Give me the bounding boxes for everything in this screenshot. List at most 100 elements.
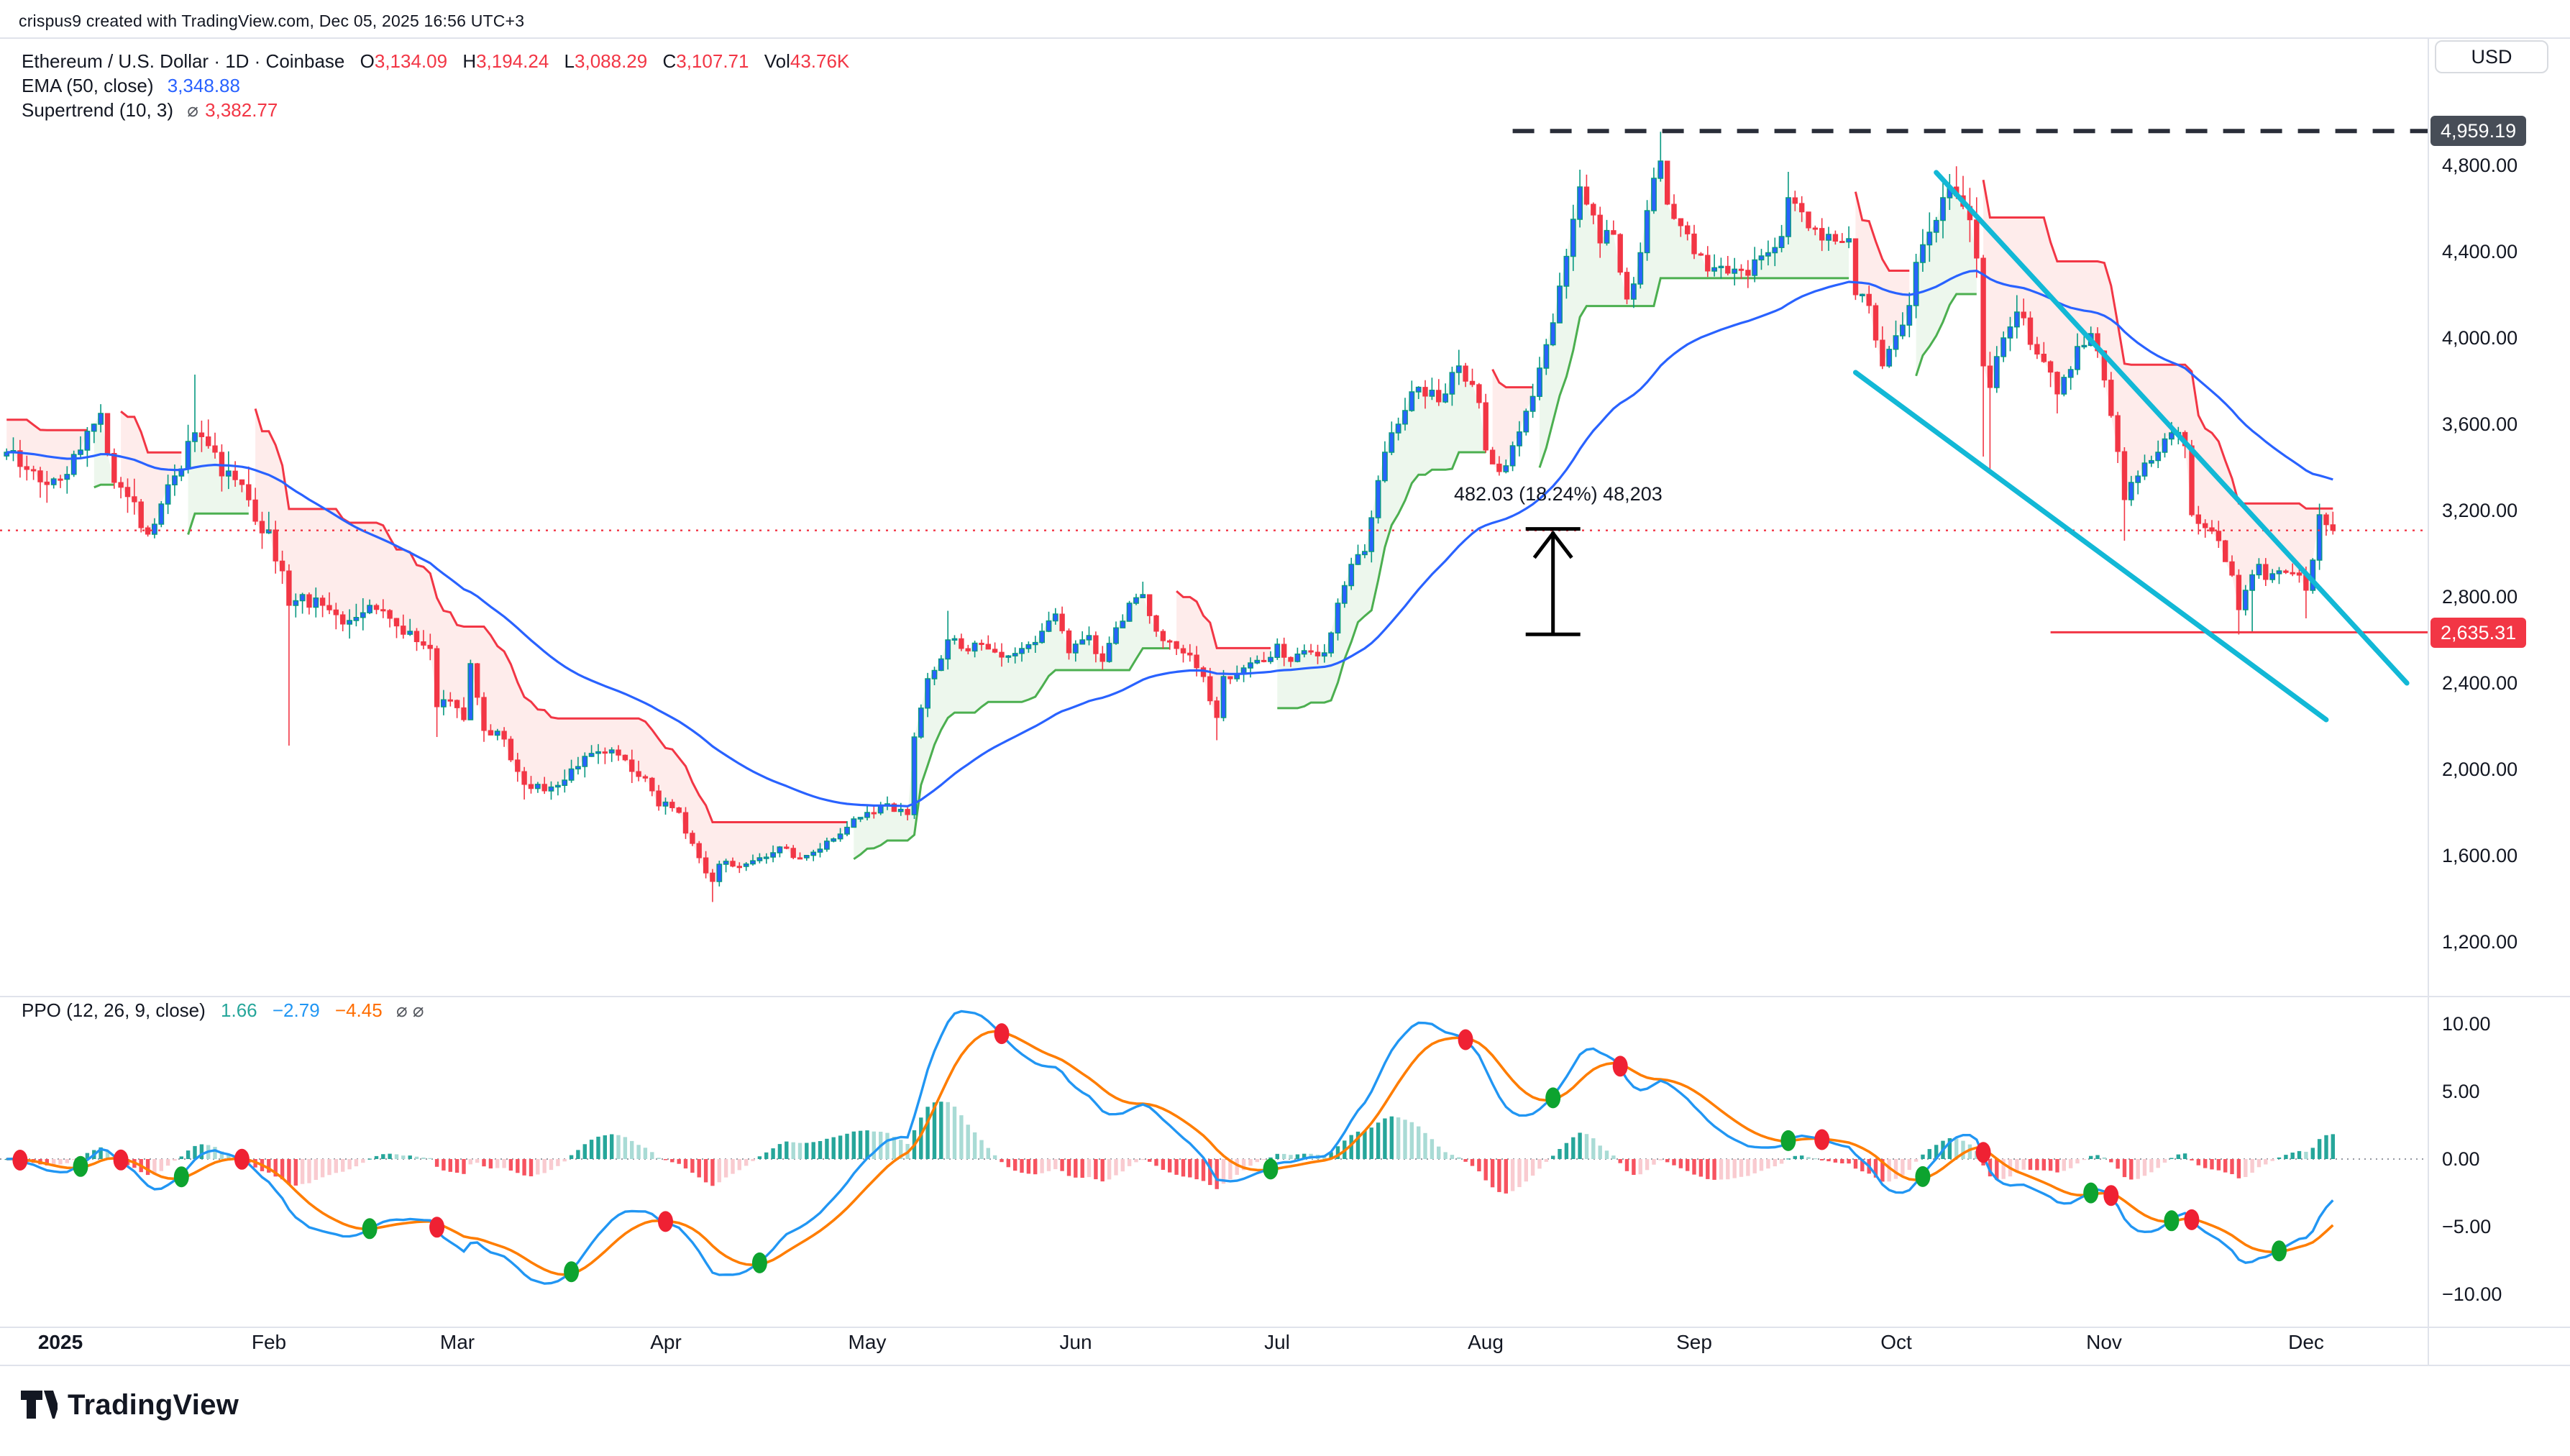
ppo-cross-down-dot: [12, 1150, 28, 1171]
ppo-hist-bar: [354, 1159, 359, 1167]
ppo-hist-bar: [159, 1159, 163, 1171]
ppo-hist-bar: [462, 1159, 466, 1174]
ppo-hist-bar: [764, 1152, 769, 1159]
ppo-hist-bar: [952, 1107, 957, 1159]
close-value: 3,107.71: [676, 50, 749, 72]
ppo-tick-label: 0.00: [2442, 1148, 2480, 1170]
ppo-line: [6, 1009, 2334, 1285]
ppo-hist-bar: [475, 1159, 480, 1163]
ppo-hist-bar: [428, 1158, 432, 1159]
trendline-1[interactable]: [1934, 170, 2410, 686]
ppo-hist-bar: [1154, 1159, 1158, 1166]
measure-arrow[interactable]: [1525, 527, 1581, 636]
symbol-legend-row[interactable]: Ethereum / U.S. Dollar · 1D · Coinbase O…: [22, 50, 849, 73]
trendline-2[interactable]: [1852, 370, 2329, 723]
ppo-hist-bar: [2216, 1159, 2221, 1171]
ppo-hist-bar: [1786, 1158, 1791, 1160]
ppo-hist-bar: [946, 1102, 950, 1159]
ppo-hist-bar: [582, 1144, 587, 1159]
ppo-cross-up-dot: [1915, 1166, 1931, 1187]
ath-price-label[interactable]: 4,959.19: [2430, 116, 2527, 146]
ppo-hist-bar: [1779, 1159, 1784, 1164]
ppo-hist-bar: [751, 1159, 755, 1161]
ppo-hist-bar: [1450, 1155, 1455, 1159]
ppo-hist-bar: [1746, 1159, 1750, 1176]
price-tick-label: 2,800.00: [2442, 586, 2518, 608]
ppo-hist-bar: [1268, 1157, 1273, 1159]
ppo-hist-bar: [99, 1147, 103, 1159]
supertrend-line: [93, 483, 114, 489]
ppo-hist-bar: [1437, 1146, 1441, 1159]
ppo-hist-bar: [1584, 1134, 1589, 1159]
ppo-hist-bar: [388, 1153, 392, 1159]
ppo-value: −2.79: [272, 999, 320, 1021]
ppo-legend-row[interactable]: PPO (12, 26, 9, close) 1.66 −2.79 −4.45 …: [22, 999, 425, 1022]
ppo-hist-bar: [1766, 1159, 1770, 1169]
ppo-hist-bar: [1591, 1138, 1596, 1159]
ppo-hist-bar: [367, 1158, 372, 1160]
ppo-hist-bar: [697, 1159, 701, 1178]
diameter-icons: ⌀ ⌀: [395, 999, 424, 1021]
ppo-hist-bar: [683, 1159, 688, 1169]
ppo-cross-down-dot: [1612, 1056, 1628, 1077]
ppo-hist-bar: [2162, 1159, 2167, 1163]
ppo-hist-bar: [1060, 1159, 1064, 1171]
ppo-hist-bar: [1739, 1159, 1744, 1177]
ppo-hist-bar: [2284, 1155, 2288, 1159]
ema-legend-row[interactable]: EMA (50, close) 3,348.88: [22, 75, 240, 97]
ppo-hist-bar: [636, 1145, 641, 1159]
ppo-hist-bar: [589, 1140, 594, 1159]
measure-annotation[interactable]: 482.03 (18.24%) 48,203: [1454, 483, 1663, 505]
ppo-hist-bar: [307, 1159, 311, 1183]
ppo-hist-bar: [1934, 1145, 1939, 1159]
ppo-hist-bar: [845, 1133, 849, 1159]
ppo-hist-bar: [2001, 1159, 2006, 1179]
ppo-hist-bar: [1686, 1159, 1690, 1171]
ppo-hist-bar: [1261, 1159, 1266, 1160]
ppo-hist-bar: [173, 1159, 177, 1161]
ppo-hist-bar: [603, 1135, 607, 1159]
currency-button[interactable]: USD: [2435, 40, 2548, 73]
ppo-hist-bar: [1248, 1159, 1253, 1166]
ppo-hist-bar: [1329, 1152, 1333, 1159]
time-axis-label-aug: Aug: [1468, 1331, 1504, 1353]
support-price-label[interactable]: 2,635.31: [2430, 618, 2527, 648]
ppo-hist-bar: [1537, 1159, 1542, 1169]
ema-value: 3,348.88: [167, 75, 240, 96]
ppo-pane[interactable]: [0, 1009, 2428, 1285]
time-axis-label-feb: Feb: [251, 1331, 287, 1353]
ppo-hist-bar: [919, 1117, 923, 1159]
ppo-hist-bar: [1241, 1159, 1246, 1171]
ppo-hist-bar: [2122, 1159, 2127, 1178]
ppo-hist-bar: [576, 1150, 580, 1159]
tradingview-logo[interactable]: TradingView: [20, 1386, 239, 1424]
supertrend-fill: [188, 433, 249, 535]
ppo-hist-bar: [1901, 1159, 1905, 1176]
price-pane[interactable]: [0, 129, 2428, 902]
ppo-hist-bar: [2021, 1159, 2026, 1170]
ppo-hist-bar: [1363, 1130, 1367, 1159]
ppo-hist-bar: [2210, 1159, 2214, 1170]
price-tick-label: 3,600.00: [2442, 413, 2518, 435]
ppo-cross-down-dot: [113, 1149, 129, 1171]
ppo-hist-bar: [381, 1154, 385, 1159]
ppo-hist-bar: [1645, 1159, 1650, 1171]
symbol-title: Ethereum / U.S. Dollar · 1D · Coinbase: [22, 50, 345, 72]
ppo-hist-bar: [851, 1131, 856, 1159]
pane-divider: [0, 996, 2570, 997]
ppo-hist-bar: [2176, 1154, 2180, 1159]
ppo-hist-bar: [777, 1144, 782, 1159]
supertrend-legend-row[interactable]: Supertrend (10, 3) ⌀ 3,382.77: [22, 99, 278, 122]
ppo-hist-bar: [663, 1159, 668, 1160]
ppo-hist-bar: [1853, 1159, 1858, 1169]
ppo-hist-bar: [1168, 1159, 1172, 1173]
ppo-hist-bar: [145, 1159, 150, 1176]
ppo-hist-bar: [1053, 1159, 1058, 1170]
ppo-hist-bar: [1255, 1159, 1259, 1163]
ppo-hist-bar: [52, 1159, 56, 1166]
ppo-hist-bar: [872, 1131, 876, 1159]
ppo-hist-bar: [1013, 1159, 1018, 1171]
price-axis-border: [2428, 37, 2429, 1366]
ppo-hist-bar: [805, 1143, 809, 1159]
